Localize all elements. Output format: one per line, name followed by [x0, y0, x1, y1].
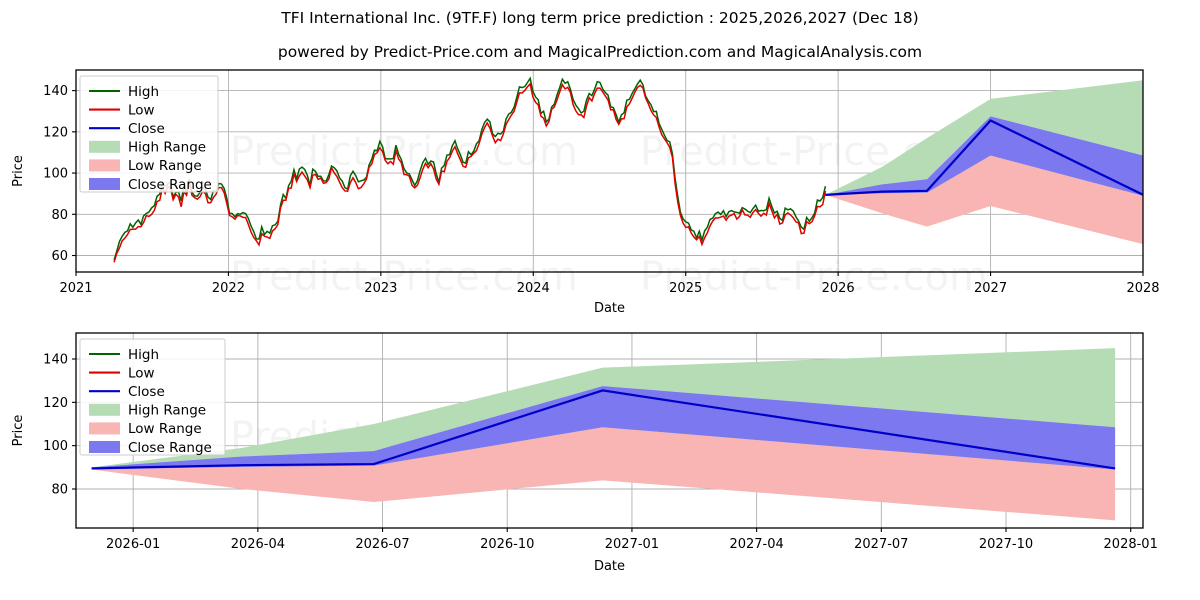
legend-label-low-range: Low Range: [128, 158, 202, 174]
legend-label-high-range: High Range: [128, 140, 206, 156]
legend-label-high: High: [128, 84, 159, 100]
x-tick-label: 2027-04: [729, 537, 783, 552]
legend-swatch-close-range: [89, 441, 120, 453]
x-tick-label: 2028: [1126, 281, 1159, 296]
y-tick-label: 140: [43, 353, 68, 368]
close-range-band: [825, 116, 1143, 196]
x-tick-label: 2025: [669, 281, 702, 296]
x-tick-label: 2022: [212, 281, 245, 296]
y-tick-label: 60: [51, 249, 68, 264]
legend-swatch-low-range: [89, 159, 120, 172]
legend-detail: High Low Close High Range Low Range Close Ran…: [79, 338, 226, 456]
high-range-band: [825, 80, 1143, 195]
forecast-bands-detail: [91, 348, 1116, 521]
page-subtitle: powered by Predict-Price.com and Magical…: [277, 43, 923, 61]
y-tick-label: 100: [43, 439, 68, 454]
close-forecast-line: [91, 389, 1116, 470]
forecast-bands-overview: [825, 80, 1143, 245]
legend-label-close: Close: [128, 121, 165, 137]
legend-label-low: Low: [128, 365, 155, 381]
x-tick-label: 2026-04: [231, 537, 285, 552]
detail-panel: 80 100 120 140 2026-01 2026-04 2026-07 2026-10 2…: [11, 332, 1158, 574]
history-series-overview: [113, 76, 827, 263]
legend-label-close-range: Close Range: [128, 177, 212, 193]
high-range-band: [91, 348, 1116, 468]
x-axis-label: Date: [594, 301, 625, 316]
legend-swatch-close-range: [89, 178, 120, 190]
legend-label-close-range: Close Range: [128, 440, 212, 456]
legend-overview: High Low Close High Range Low Range Close Ran…: [79, 75, 219, 193]
legend-label-low-range: Low Range: [128, 421, 202, 437]
watermark-text: Predict-Price.com: [640, 254, 988, 300]
legend-label-close: Close: [128, 384, 165, 400]
y-tick-label: 80: [51, 208, 68, 223]
x-tick-label: 2021: [59, 281, 92, 296]
low-range-band: [91, 427, 1116, 521]
x-tick-label: 2026-01: [106, 537, 160, 552]
legend-swatch-high-range: [89, 403, 120, 416]
x-tick-label: 2026-10: [480, 537, 534, 552]
overview-panel: 60 80 100 120 140 2021 2022 2023 2024 2025 2026 202…: [11, 69, 1160, 316]
x-tick-label: 2027-10: [979, 537, 1033, 552]
legend-label-low: Low: [128, 102, 155, 118]
close-forecast-line: [825, 119, 1143, 197]
x-tick-label: 2027-01: [605, 537, 659, 552]
y-tick-label: 120: [43, 125, 68, 140]
y-tick-label: 80: [51, 483, 68, 498]
high-history-line: [113, 76, 827, 261]
legend-label-high: High: [128, 347, 159, 363]
x-tick-label: 2023: [364, 281, 397, 296]
low-range-band: [825, 155, 1143, 245]
y-tick-label: 100: [43, 167, 68, 182]
x-tick-label: 2027: [974, 281, 1007, 296]
legend-label-high-range: High Range: [128, 403, 206, 419]
legend-swatch-high-range: [89, 140, 120, 153]
x-tick-label: 2027-07: [854, 537, 908, 552]
x-tick-label: 2026: [822, 281, 855, 296]
y-axis-label: Price: [11, 415, 26, 447]
low-history-line: [113, 82, 827, 263]
page-title: TFI International Inc. (9TF.F) long term…: [281, 9, 919, 27]
y-axis-label: Price: [11, 155, 26, 187]
close-range-band: [91, 386, 1116, 470]
x-axis-label: Date: [594, 559, 625, 574]
axes-frame: [75, 332, 1144, 529]
legend-swatch-low-range: [89, 422, 120, 435]
x-tick-label: 2028-01: [1104, 537, 1158, 552]
watermark-text: Predict-Price.com: [230, 254, 578, 300]
axes-frame: [75, 69, 1144, 273]
x-tick-label: 2026-07: [355, 537, 409, 552]
x-tick-label: 2024: [517, 281, 550, 296]
y-tick-label: 140: [43, 84, 68, 99]
y-tick-label: 120: [43, 396, 68, 411]
